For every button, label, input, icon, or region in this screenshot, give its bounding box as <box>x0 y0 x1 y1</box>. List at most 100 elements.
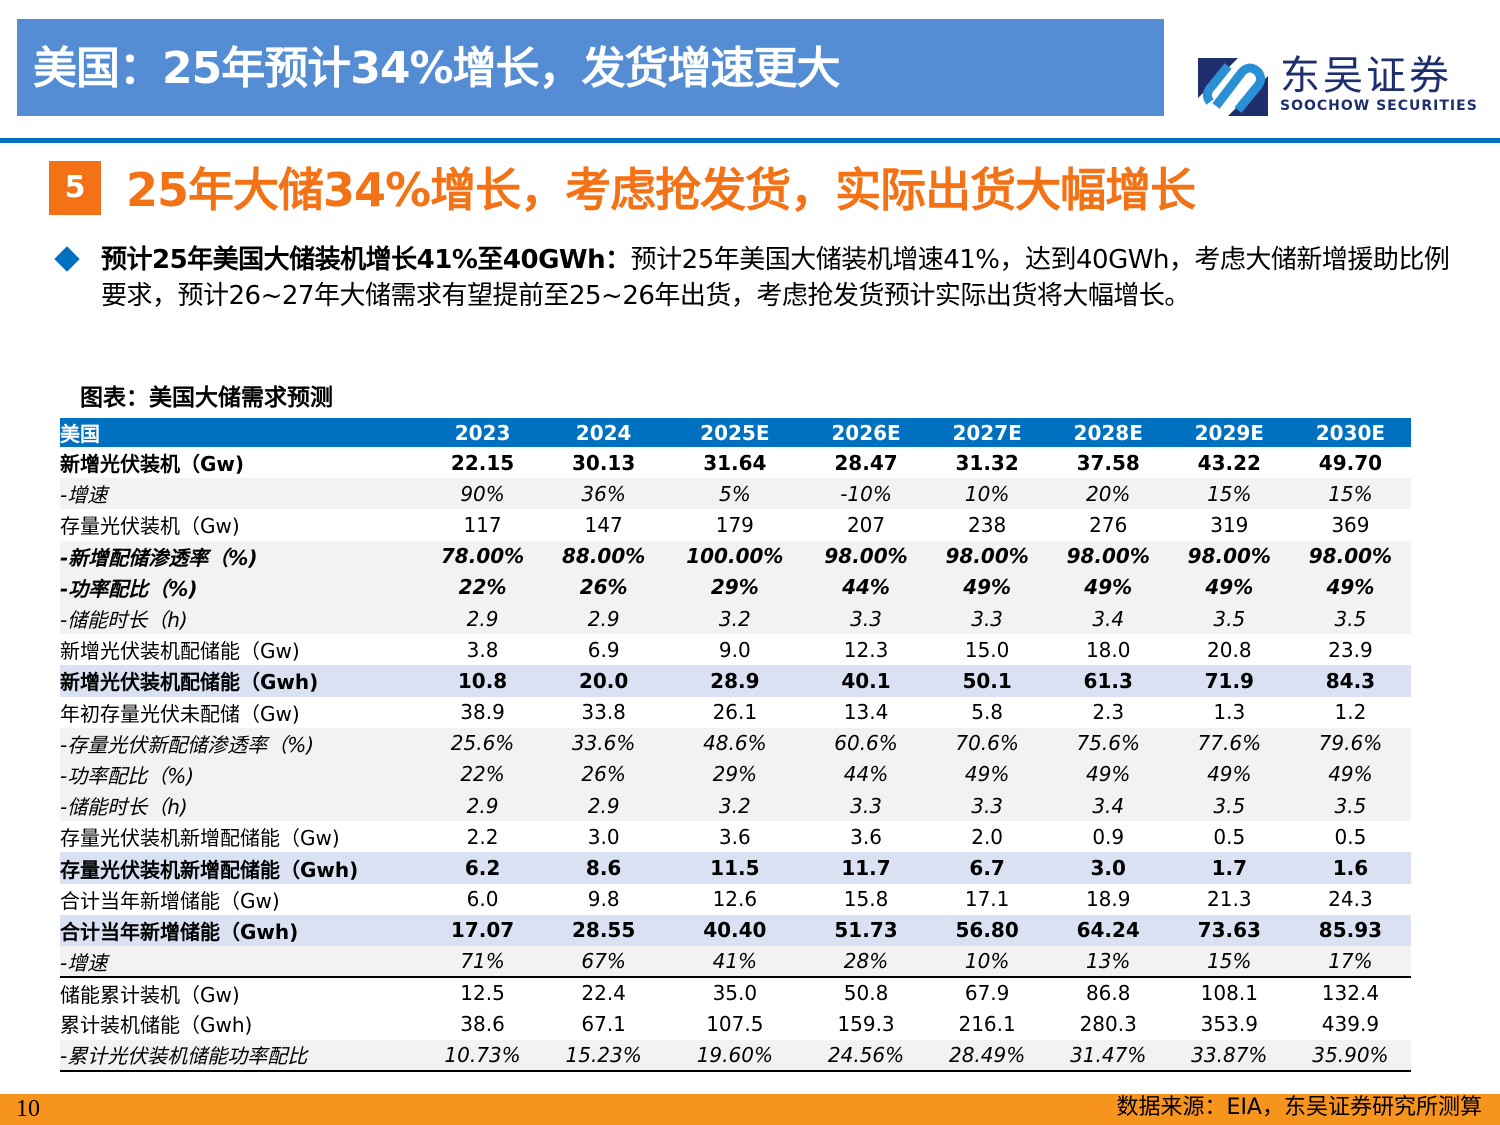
table-cell: 98.00% <box>1289 540 1411 572</box>
table-cell: 33.8 <box>581 700 626 725</box>
table-cell: 132.4 <box>1321 981 1380 1006</box>
table-cell: 40.1 <box>805 665 927 697</box>
table-cell: 6.7 <box>926 852 1048 884</box>
table-cell: 28.47 <box>834 450 898 475</box>
table-cell: 3.2 <box>664 790 806 822</box>
table-cell: 29% <box>664 571 806 603</box>
table-row: 存量光伏装机新增配储能（Gwh) 6.2 8.6 11.5 11.7 6.7 3.0 1.7 1… <box>60 852 1411 884</box>
table-cell: 31.47% <box>1047 1039 1169 1072</box>
soochow-logo: 东吴证券 SOOCHOW SECURITIES <box>1196 52 1486 122</box>
table-row: -存量光伏新配储渗透率（%) 25.6% 33.6% 48.6% 60.6% 70.6% 7… <box>60 727 1411 759</box>
table-cell: 22.15 <box>450 450 515 475</box>
row-label: -增速 <box>60 946 422 979</box>
table-cell: 49% <box>1289 571 1411 603</box>
table-cell: 10.8 <box>422 665 544 697</box>
table-cell: 28% <box>805 946 927 979</box>
table-cell: 37.58 <box>1076 450 1140 475</box>
table-cell: 2.0 <box>971 824 1004 849</box>
header-year: 2027E <box>926 418 1048 447</box>
table-cell: 60.6% <box>805 727 927 759</box>
slide-title: 美国：25年预计34%增长，发货增速更大 <box>17 19 1164 116</box>
table-cell: 319 <box>1210 512 1249 537</box>
row-label: 储能累计装机（Gw) <box>60 982 240 1007</box>
table-row: -新增配储渗透率（%) 78.00% 88.00% 100.00% 98.00% 98.0… <box>60 540 1411 572</box>
table-cell: 11.5 <box>664 852 806 884</box>
table-cell: 50.8 <box>843 981 889 1006</box>
row-label: 合计当年新增储能（Gwh) <box>60 914 422 946</box>
section-title: 25年大储34%增长，考虑抢发货，实际出货大幅增长 <box>126 163 1196 217</box>
table-cell: 41% <box>664 946 806 979</box>
table-cell: -10% <box>805 478 927 510</box>
table-cell: 15% <box>1168 946 1290 979</box>
table-cell: 31.32 <box>955 450 1019 475</box>
table-cell: 35.90% <box>1289 1039 1411 1072</box>
section-number: 5 <box>49 161 101 215</box>
table-cell: 3.0 <box>587 824 620 849</box>
table-cell: 84.3 <box>1289 665 1411 697</box>
table-cell: 2.9 <box>422 602 544 635</box>
table-cell: 5% <box>664 478 806 510</box>
bullet-lead: 预计25年美国大储装机增长41%至40GWh： <box>101 245 631 275</box>
table-cell: 2.9 <box>543 602 665 635</box>
row-label: -新增配储渗透率（%) <box>60 540 422 572</box>
table-caption: 图表：美国大储需求预测 <box>80 385 333 411</box>
table-cell: 49% <box>1047 758 1169 791</box>
table-row: 存量光伏装机（Gw) 117 147 179 207 238 276 319 369 <box>60 509 1411 540</box>
table-cell: 71% <box>422 946 544 979</box>
table-cell: 6.2 <box>422 852 544 884</box>
table-row: 合计当年新增储能（Gw) 6.0 9.8 12.6 15.8 17.1 18.9 21.3 24… <box>60 884 1411 915</box>
table-cell: 43.22 <box>1197 450 1261 475</box>
table-cell: 12.5 <box>460 981 505 1006</box>
table-cell: 12.3 <box>843 637 889 662</box>
table-cell: 36% <box>543 478 665 510</box>
table-cell: 70.6% <box>926 727 1048 759</box>
table-row: -储能时长（h) 2.9 2.9 3.2 3.3 3.3 3.4 3.5 3.5 <box>60 602 1411 635</box>
header-year: 2028E <box>1047 418 1169 447</box>
footer-bar: 10 数据来源：EIA，东吴证券研究所测算 <box>0 1094 1500 1125</box>
row-label: 年初存量光伏未配储（Gw) <box>60 701 300 726</box>
data-source: 数据来源：EIA，东吴证券研究所测算 <box>1116 1095 1482 1120</box>
header-year: 2023 <box>422 418 544 447</box>
table-cell: 88.00% <box>543 540 665 572</box>
row-label: 存量光伏装机新增配储能（Gwh) <box>60 852 422 884</box>
table-cell: 2.3 <box>1092 700 1125 725</box>
table-cell: 90% <box>422 478 544 510</box>
row-label: -存量光伏新配储渗透率（%) <box>60 727 422 759</box>
table-cell: 0.5 <box>1334 824 1367 849</box>
table-cell: 85.93 <box>1289 914 1411 946</box>
table-cell: 5.8 <box>971 700 1004 725</box>
table-cell: 13.4 <box>843 700 889 725</box>
table-cell: 79.6% <box>1289 727 1411 759</box>
row-label: 新增光伏装机配储能（Gw) <box>60 639 300 664</box>
row-label: 累计装机储能（Gwh) <box>60 1013 253 1038</box>
table-row: -增速 90% 36% 5% -10% 10% 20% 15% 15% <box>60 478 1411 510</box>
header-year: 2024 <box>543 418 665 447</box>
logo-chinese-name: 东吴证券 <box>1280 53 1452 99</box>
table-cell: 38.9 <box>460 700 505 725</box>
table-cell: 31.64 <box>703 450 767 475</box>
table-cell: 207 <box>846 512 886 537</box>
table-cell: 64.24 <box>1047 914 1169 946</box>
table-cell: 38.6 <box>460 1011 505 1036</box>
table-cell: 3.5 <box>1289 790 1411 822</box>
table-row: -增速 71% 67% 41% 28% 10% 13% 15% 17% <box>60 946 1411 979</box>
diamond-bullet-icon <box>54 246 80 272</box>
table-cell: 3.8 <box>466 637 499 662</box>
bullet-text: 预计25年美国大储装机增速41%，达到40GWh，考虑大储新增援助比例要求，预计… <box>101 245 1450 311</box>
table-cell: 18.0 <box>1085 637 1131 662</box>
table-cell: 3.3 <box>926 602 1048 635</box>
table-cell: 49% <box>1168 571 1290 603</box>
header-divider <box>0 138 1500 143</box>
table-cell: 147 <box>584 512 623 537</box>
table-cell: 1.6 <box>1289 852 1411 884</box>
table-cell: 6.9 <box>587 637 620 662</box>
table-row: 合计当年新增储能（Gwh) 17.07 28.55 40.40 51.73 56.80 64… <box>60 914 1411 946</box>
table-cell: 15.23% <box>543 1039 665 1072</box>
row-label: 存量光伏装机新增配储能（Gw) <box>60 826 340 851</box>
table-cell: 28.55 <box>543 914 665 946</box>
table-row: 累计装机储能（Gwh) 38.6 67.1 107.5 159.3 216.1 280.3 3… <box>60 1008 1411 1039</box>
table-row: 新增光伏装机配储能（Gw) 3.8 6.9 9.0 12.3 15.0 18.0 20.8 23… <box>60 634 1411 665</box>
row-label: 新增光伏装机（Gw) <box>60 452 245 477</box>
table-cell: 33.6% <box>543 727 665 759</box>
table-cell: 86.8 <box>1085 981 1131 1006</box>
